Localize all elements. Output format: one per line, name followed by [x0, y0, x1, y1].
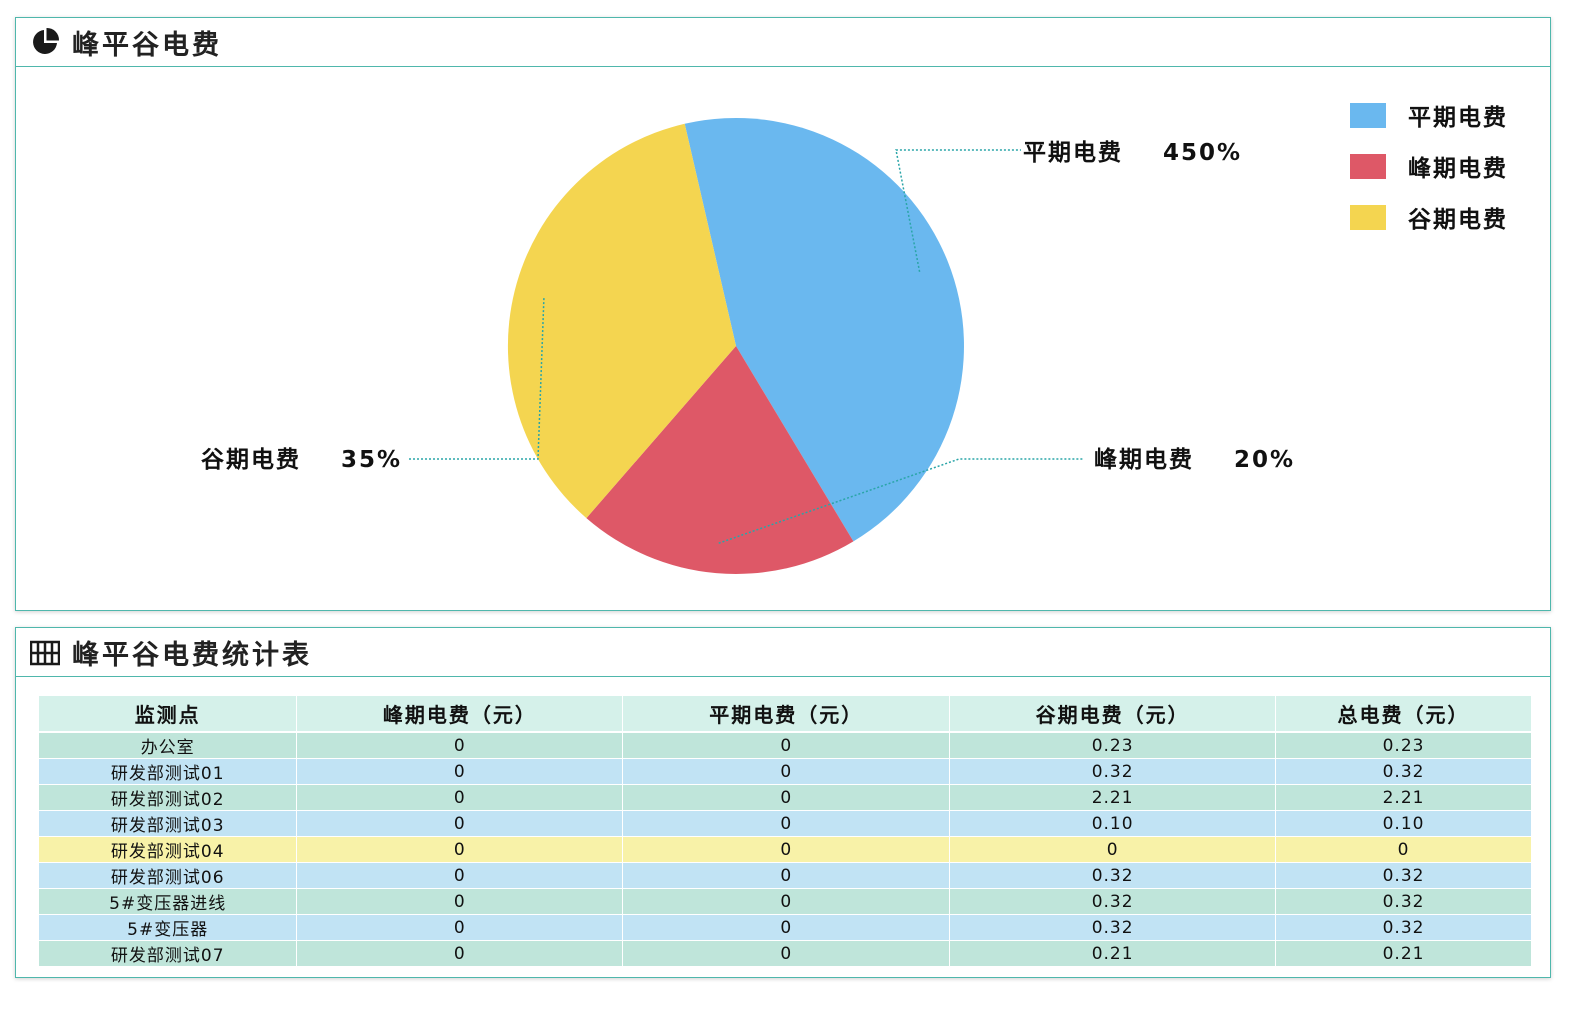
monitor-point-cell: 研发部测试03: [39, 810, 298, 837]
fee-cell: 0: [296, 862, 624, 889]
fee-cell: 0.32: [949, 862, 1277, 889]
pie-panel-header: 峰平谷电费: [16, 18, 1550, 67]
column-header[interactable]: 峰期电费（元）: [296, 696, 624, 733]
fee-cell: 0.10: [1275, 810, 1532, 837]
pie-chart-panel: 峰平谷电费 平期电费 450% 峰期电费 20% 谷期电费 35% 平期电费 峰期电费 谷…: [15, 17, 1551, 611]
monitor-point-cell: 5#变压器进线: [39, 888, 298, 915]
fee-cell: 0.21: [949, 940, 1277, 967]
table-row[interactable]: 5#变压器进线 0 0 0.32 0.32: [39, 888, 1532, 915]
legend-label: 谷期电费: [1408, 207, 1508, 233]
fee-cell: 0.32: [1275, 888, 1532, 915]
fee-cell: 0: [296, 888, 624, 915]
table-row[interactable]: 研发部测试07 0 0 0.21 0.21: [39, 940, 1532, 967]
legend-item[interactable]: 谷期电费: [1350, 198, 1508, 236]
fee-cell: 0.32: [949, 888, 1277, 915]
table-icon: [30, 637, 60, 667]
fee-cell: 0.23: [1275, 732, 1532, 759]
table-header-row: 监测点 峰期电费（元） 平期电费（元） 谷期电费（元） 总电费（元）: [39, 696, 1532, 733]
slice-name-label: 谷期电费: [201, 447, 301, 473]
legend-item[interactable]: 峰期电费: [1350, 147, 1508, 185]
table-row[interactable]: 5#变压器 0 0 0.32 0.32: [39, 914, 1532, 941]
fee-cell: 0.32: [1275, 914, 1532, 941]
fee-cell: 0: [296, 940, 624, 967]
fee-cell: 0: [1275, 836, 1532, 863]
table-panel-header: 峰平谷电费统计表: [16, 628, 1550, 677]
fee-cell: 0: [296, 732, 624, 759]
legend-swatch: [1350, 102, 1386, 128]
fee-cell: 0: [622, 732, 951, 759]
slice-percent-label: 450%: [1163, 140, 1242, 166]
legend-swatch: [1350, 153, 1386, 179]
legend-label: 峰期电费: [1408, 156, 1508, 182]
fee-cell: 0: [622, 810, 951, 837]
fee-cell: 0.32: [1275, 758, 1532, 785]
monitor-point-cell: 研发部测试06: [39, 862, 298, 889]
table-row[interactable]: 研发部测试02 0 0 2.21 2.21: [39, 784, 1532, 811]
legend-label: 平期电费: [1408, 105, 1508, 131]
table-panel-title: 峰平谷电费统计表: [72, 639, 312, 671]
pie-slice[interactable]: [586, 346, 854, 574]
fee-cell: 0: [622, 836, 951, 863]
column-header[interactable]: 平期电费（元）: [622, 696, 951, 733]
monitor-point-cell: 研发部测试02: [39, 784, 298, 811]
fee-cell: 2.21: [949, 784, 1277, 811]
leader-line: [895, 149, 1021, 272]
pie-panel-title: 峰平谷电费: [72, 29, 222, 61]
fee-cell: 0.32: [1275, 862, 1532, 889]
fee-cell: 0.10: [949, 810, 1277, 837]
stats-table: 监测点 峰期电费（元） 平期电费（元） 谷期电费（元） 总电费（元） 办公室 0 0…: [39, 696, 1532, 967]
slice-percent-label: 20%: [1234, 447, 1295, 473]
monitor-point-cell: 研发部测试01: [39, 758, 298, 785]
slice-name-label: 峰期电费: [1094, 447, 1194, 473]
fee-cell: 0: [622, 888, 951, 915]
fee-cell: 0: [622, 784, 951, 811]
table-row[interactable]: 办公室 0 0 0.23 0.23: [39, 732, 1532, 759]
chart-legend: 平期电费 峰期电费 谷期电费: [1350, 96, 1508, 249]
fee-cell: 0: [622, 862, 951, 889]
fee-cell: 0: [296, 810, 624, 837]
monitor-point-cell: 办公室: [39, 732, 298, 759]
fee-cell: 0: [296, 836, 624, 863]
table-row[interactable]: 研发部测试04 0 0 0 0: [39, 836, 1532, 863]
table-row[interactable]: 研发部测试01 0 0 0.32 0.32: [39, 758, 1532, 785]
stats-table-panel: 峰平谷电费统计表 监测点 峰期电费（元） 平期电费（元） 谷期电费（元） 总电费…: [15, 627, 1551, 978]
fee-cell: 0: [296, 758, 624, 785]
leader-line: [409, 298, 545, 460]
table-row[interactable]: 研发部测试03 0 0 0.10 0.10: [39, 810, 1532, 837]
monitor-point-cell: 研发部测试07: [39, 940, 298, 967]
monitor-point-cell: 5#变压器: [39, 914, 298, 941]
pie-chart-icon: [30, 27, 60, 57]
legend-item[interactable]: 平期电费: [1350, 96, 1508, 134]
slice-name-label: 平期电费: [1023, 140, 1123, 166]
column-header[interactable]: 谷期电费（元）: [949, 696, 1277, 733]
fee-cell: 0.23: [949, 732, 1277, 759]
fee-cell: 0: [296, 784, 624, 811]
legend-swatch: [1350, 204, 1386, 230]
pie-slice[interactable]: [507, 123, 736, 519]
fee-cell: 0: [949, 836, 1277, 863]
pie-chart: 平期电费 450% 峰期电费 20% 谷期电费 35%: [201, 117, 1295, 574]
leader-line: [718, 458, 1084, 544]
fee-cell: 0: [622, 758, 951, 785]
fee-cell: 0.32: [949, 758, 1277, 785]
fee-cell: 0: [622, 914, 951, 941]
fee-cell: 2.21: [1275, 784, 1532, 811]
fee-cell: 0.21: [1275, 940, 1532, 967]
fee-cell: 0: [622, 940, 951, 967]
column-header[interactable]: 监测点: [39, 696, 298, 733]
column-header[interactable]: 总电费（元）: [1275, 696, 1532, 733]
slice-percent-label: 35%: [341, 447, 402, 473]
table-row[interactable]: 研发部测试06 0 0 0.32 0.32: [39, 862, 1532, 889]
fee-cell: 0: [296, 914, 624, 941]
monitor-point-cell: 研发部测试04: [39, 836, 298, 863]
pie-slice[interactable]: [684, 117, 964, 542]
fee-cell: 0.32: [949, 914, 1277, 941]
